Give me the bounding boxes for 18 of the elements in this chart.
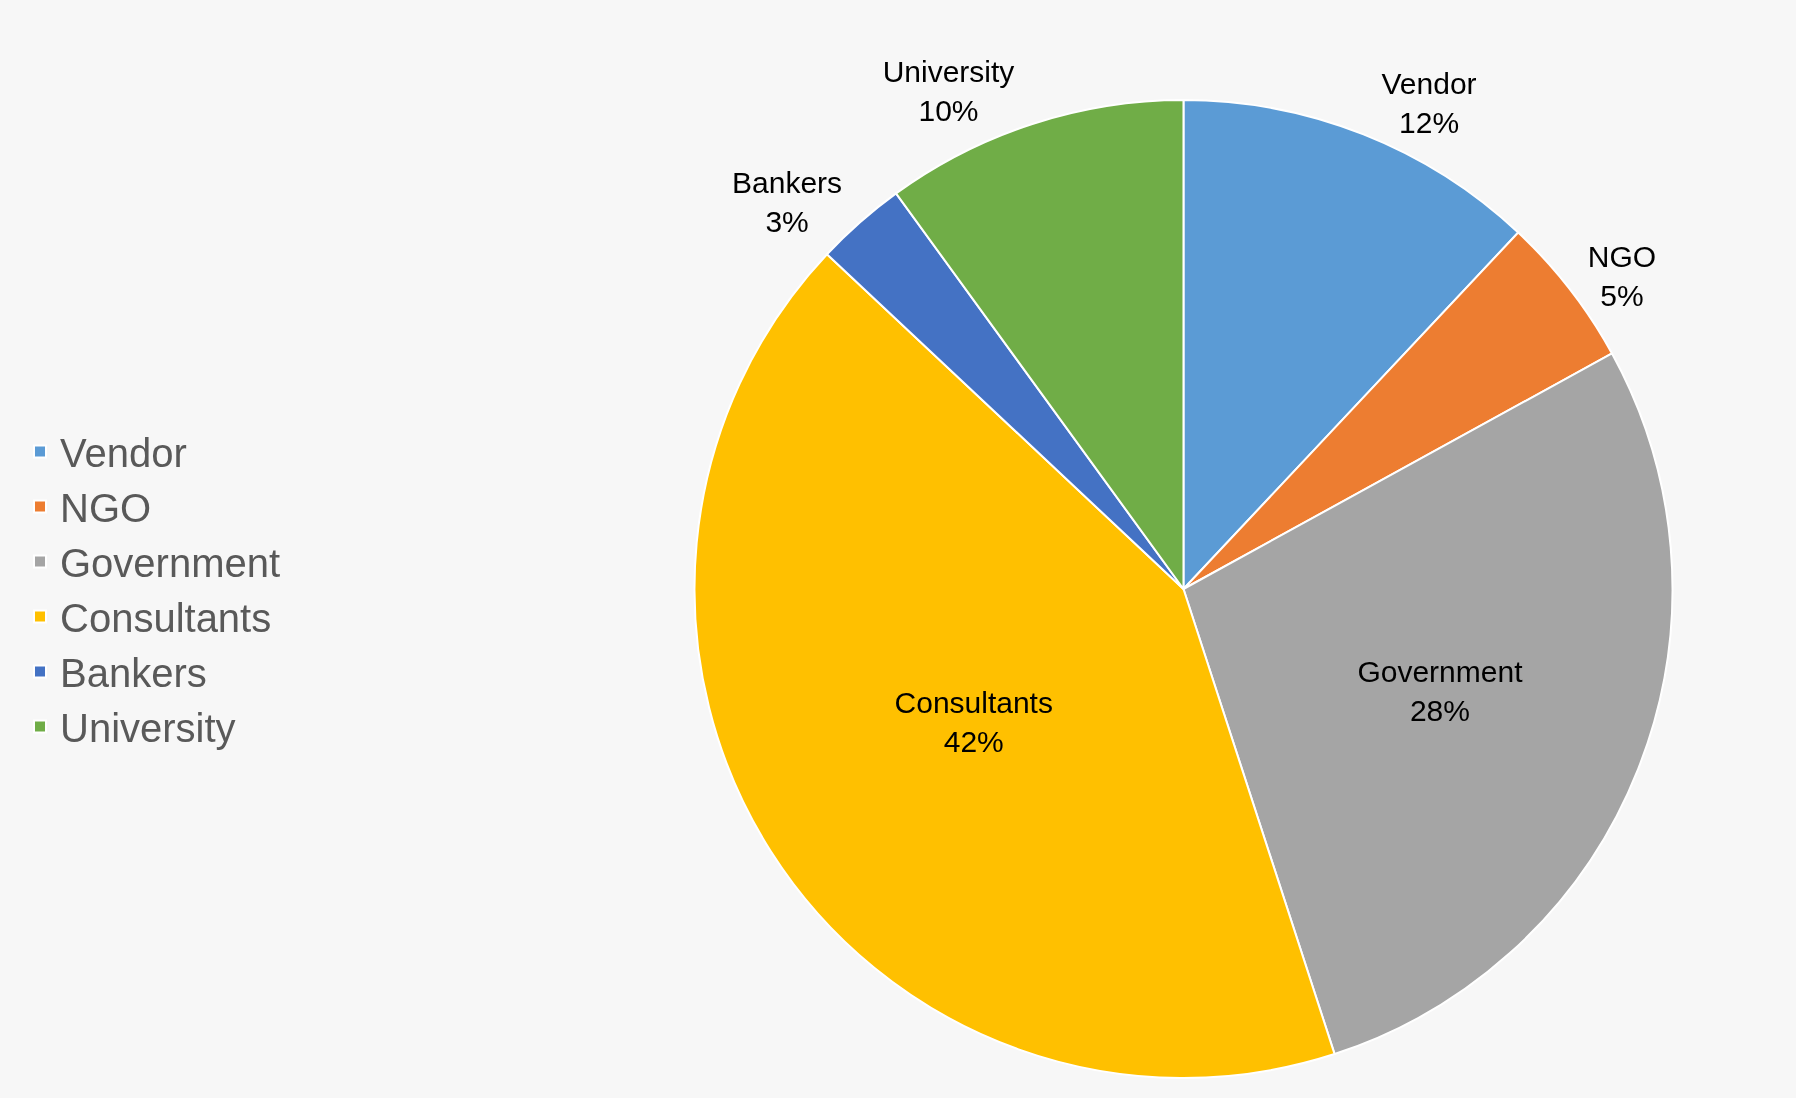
legend-label: University: [60, 706, 236, 751]
slice-label: University: [882, 55, 1015, 89]
slice-label: Consultants: [894, 686, 1053, 720]
slice-label: Bankers: [732, 165, 843, 199]
slice-label: Vendor: [1381, 67, 1477, 101]
data-label: 3%: [765, 204, 809, 238]
data-label: 42%: [943, 725, 1004, 759]
legend-label: Vendor: [60, 431, 187, 476]
data-label: 5%: [1600, 278, 1644, 312]
data-label: 10%: [918, 94, 979, 128]
data-label: 12%: [1399, 106, 1460, 140]
slice-label: Government: [1357, 654, 1524, 688]
data-label: 28%: [1409, 693, 1470, 727]
legend-label: Government: [60, 541, 281, 586]
legend-label: Bankers: [60, 651, 207, 696]
legend-label: Consultants: [60, 596, 272, 641]
slice-label: NGO: [1587, 239, 1657, 273]
legend-label: NGO: [60, 486, 152, 531]
